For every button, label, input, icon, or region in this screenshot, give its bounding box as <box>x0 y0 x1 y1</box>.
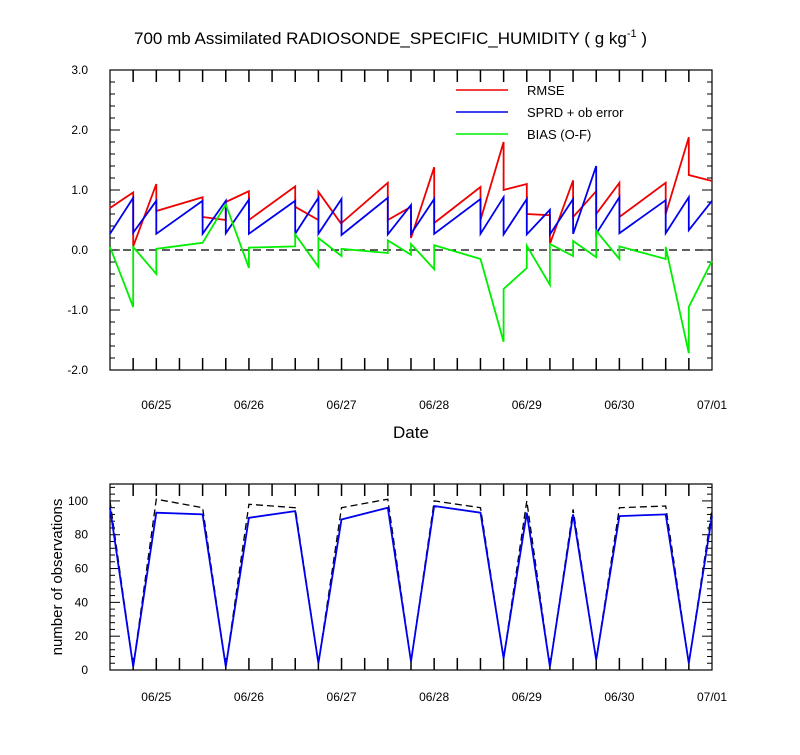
x-tick-label: 06/25 <box>141 398 171 412</box>
x-tick-label: 06/29 <box>512 690 542 704</box>
bottom-tick-marks <box>110 484 712 671</box>
y-tick-label: 40 <box>75 595 89 609</box>
y-tick-label: 0 <box>81 663 88 677</box>
top-x-tick-labels: 06/25 06/26 06/27 06/28 06/29 06/30 07/01 <box>141 398 727 412</box>
chart-title-superscript: -1 <box>627 28 637 40</box>
top-x-axis-title: Date <box>393 423 429 442</box>
x-tick-label: 06/28 <box>419 398 449 412</box>
bottom-y-axis-title: number of observations <box>49 499 66 656</box>
y-tick-label: -1.0 <box>67 303 88 317</box>
y-tick-label: -2.0 <box>67 363 88 377</box>
x-tick-label: 06/26 <box>234 398 264 412</box>
legend-label-sprd: SPRD + ob error <box>527 105 624 120</box>
y-tick-label: 2.0 <box>71 123 88 137</box>
x-tick-label: 06/26 <box>234 690 264 704</box>
series-line-rmse <box>109 136 713 247</box>
y-tick-label: 100 <box>68 494 88 508</box>
x-tick-label: 06/29 <box>512 398 542 412</box>
legend-label-bias: BIAS (O-F) <box>527 127 591 142</box>
series-line-bias-o-f <box>109 202 713 354</box>
x-tick-label: 06/27 <box>327 690 357 704</box>
top-y-tick-labels: 3.0 2.0 1.0 0.0 -1.0 -2.0 <box>67 63 88 377</box>
legend-label-rmse: RMSE <box>527 83 565 98</box>
bottom-plot-frame <box>109 483 713 671</box>
chart-title-main: 700 mb Assimilated RADIOSONDE_SPECIFIC_H… <box>134 29 627 48</box>
bottom-x-tick-labels: 06/25 06/26 06/27 06/28 06/29 06/30 07/01 <box>141 690 727 704</box>
y-tick-label: 0.0 <box>71 243 88 257</box>
bottom-series-group <box>109 498 713 667</box>
x-tick-label: 06/30 <box>604 398 634 412</box>
top-tick-marks <box>110 69 712 371</box>
top-series-group <box>109 136 713 354</box>
chart-title: 700 mb Assimilated RADIOSONDE_SPECIFIC_H… <box>134 28 647 48</box>
chart-title-suffix: ) <box>637 29 647 48</box>
x-tick-label: 07/01 <box>697 690 727 704</box>
y-tick-label: 3.0 <box>71 63 88 77</box>
series-line-assimilated-observations <box>109 504 713 667</box>
y-tick-label: 80 <box>75 528 89 542</box>
x-tick-label: 06/30 <box>604 690 634 704</box>
top-panel: 3.02.01.00.0-1.0-2.0 06/25 06/26 06/27 06/2… <box>67 63 727 442</box>
y-tick-label: 60 <box>75 562 89 576</box>
bottom-y-tick-labels: 100 80 60 40 20 0 <box>68 494 88 677</box>
x-tick-label: 06/27 <box>327 398 357 412</box>
x-tick-label: 06/25 <box>141 690 171 704</box>
legend: RMSE SPRD + ob error BIAS (O-F) <box>456 83 624 142</box>
y-tick-label: 20 <box>75 629 89 643</box>
series-line-possible-observations <box>109 498 713 667</box>
x-tick-label: 06/28 <box>419 690 449 704</box>
x-tick-label: 07/01 <box>697 398 727 412</box>
series-line-sprd-ob-error <box>109 165 713 238</box>
y-tick-label: 1.0 <box>71 183 88 197</box>
